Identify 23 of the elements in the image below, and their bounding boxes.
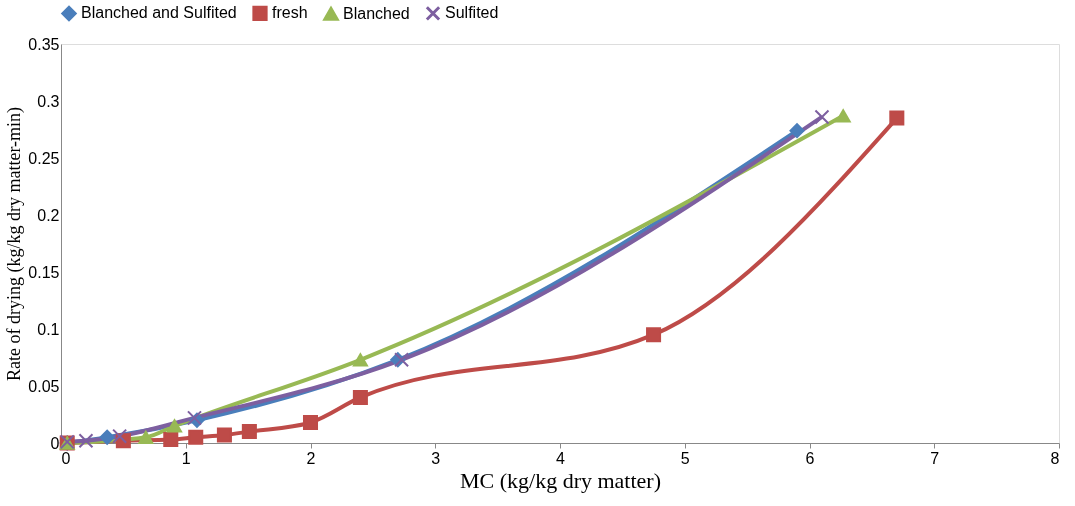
x-tick-label: 8 — [1050, 449, 1060, 467]
x-tick-label: 4 — [556, 449, 566, 467]
y-tick-label: 0.25 — [28, 149, 60, 167]
y-tick-label: 0.3 — [37, 92, 60, 110]
y-tick-label: 0.05 — [28, 377, 60, 395]
legend-label: Sulfited — [445, 4, 499, 22]
legend-label: fresh — [272, 4, 308, 22]
y-tick-label: 0.35 — [28, 35, 60, 53]
legend-label: Blanched — [343, 4, 410, 22]
x-tick-label: 0 — [61, 449, 71, 467]
x-tick-label: 1 — [181, 449, 191, 467]
x-axis-title: MC (kg/kg dry matter) — [459, 467, 662, 493]
y-tick-label: 0 — [50, 434, 60, 452]
y-tick-label: 0.15 — [28, 263, 60, 281]
legend-label: Blanched and Sulfited — [81, 4, 237, 22]
x-tick-label: 6 — [805, 449, 815, 467]
x-tick-label: 3 — [431, 449, 441, 467]
x-tick-label: 5 — [680, 449, 690, 467]
x-tick-label: 7 — [930, 449, 940, 467]
y-tick-label: 0.1 — [37, 320, 60, 338]
y-axis-title: Rate of drying (kg/kg dry matter-min) — [4, 106, 26, 382]
y-tick-label: 0.2 — [37, 206, 60, 224]
x-tick-label: 2 — [306, 449, 316, 467]
